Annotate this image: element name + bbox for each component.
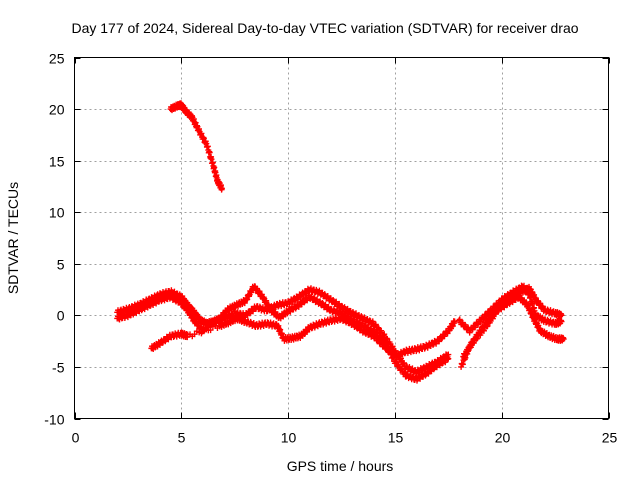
data-point	[401, 359, 408, 366]
data-point	[558, 318, 565, 325]
data-point	[483, 313, 490, 320]
data-point	[560, 336, 567, 343]
data-point	[378, 338, 385, 345]
data-point	[389, 343, 396, 350]
data-point	[484, 323, 491, 330]
data-point	[330, 296, 337, 303]
data-point	[451, 318, 458, 325]
data-point	[375, 324, 382, 331]
data-point	[207, 327, 214, 334]
data-point	[392, 358, 399, 365]
data-point	[462, 352, 469, 359]
x-axis-label: GPS time / hours	[287, 458, 394, 474]
data-point	[346, 317, 353, 324]
data-point	[470, 339, 477, 346]
x-tick-label: 0	[72, 430, 80, 446]
data-point	[464, 348, 471, 355]
data-point	[456, 316, 463, 323]
data-point	[398, 365, 405, 372]
data-point	[473, 335, 480, 342]
data-point	[198, 330, 205, 337]
y-tick-label: 0	[57, 308, 65, 324]
y-tick-label: -5	[52, 360, 65, 376]
y-tick-label: 10	[49, 205, 65, 221]
series-track-a	[167, 100, 225, 193]
series-track-g	[460, 292, 567, 360]
data-point	[218, 185, 225, 192]
data-point	[384, 335, 391, 342]
axis-ticks: 0 5 10 15 20 25 -10 -5 0 5 10 15 20 25	[44, 51, 617, 446]
data-series	[114, 100, 567, 384]
data-point	[430, 341, 437, 348]
data-point	[358, 313, 365, 320]
x-tick-label: 5	[178, 430, 186, 446]
data-point	[445, 355, 452, 362]
data-point	[474, 335, 481, 342]
data-point	[481, 327, 488, 334]
data-point	[301, 299, 308, 306]
data-point	[558, 312, 565, 319]
data-point	[495, 308, 502, 315]
chart-title: Day 177 of 2024, Sidereal Day-to-day VTE…	[71, 20, 578, 36]
data-point	[492, 311, 499, 318]
x-tick-label: 15	[388, 430, 404, 446]
data-point	[475, 321, 482, 328]
series-track-d	[148, 313, 458, 361]
data-point	[138, 307, 145, 314]
x-tick-label: 25	[602, 430, 618, 446]
data-point	[372, 321, 379, 328]
data-point	[319, 300, 326, 307]
data-point	[430, 366, 437, 373]
y-tick-label: 15	[49, 154, 65, 170]
data-point	[489, 315, 496, 322]
series-track-f	[455, 282, 565, 336]
y-tick-label: -10	[44, 412, 64, 428]
data-point	[381, 331, 388, 338]
y-axis-label: SDTVAR / TECUs	[5, 182, 21, 294]
data-point	[383, 344, 390, 351]
x-tick-label: 20	[495, 430, 511, 446]
y-tick-label: 20	[49, 102, 65, 118]
data-point	[370, 327, 377, 334]
data-point	[355, 323, 362, 330]
grid-lines	[74, 57, 609, 419]
data-point	[438, 335, 445, 342]
data-point	[517, 286, 524, 293]
plot-frame	[74, 57, 609, 419]
data-point	[147, 303, 154, 310]
x-tick-label: 10	[281, 430, 297, 446]
y-tick-label: 25	[49, 51, 65, 67]
y-tick-label: 5	[57, 257, 65, 273]
data-point	[246, 310, 253, 317]
data-point	[191, 331, 198, 338]
